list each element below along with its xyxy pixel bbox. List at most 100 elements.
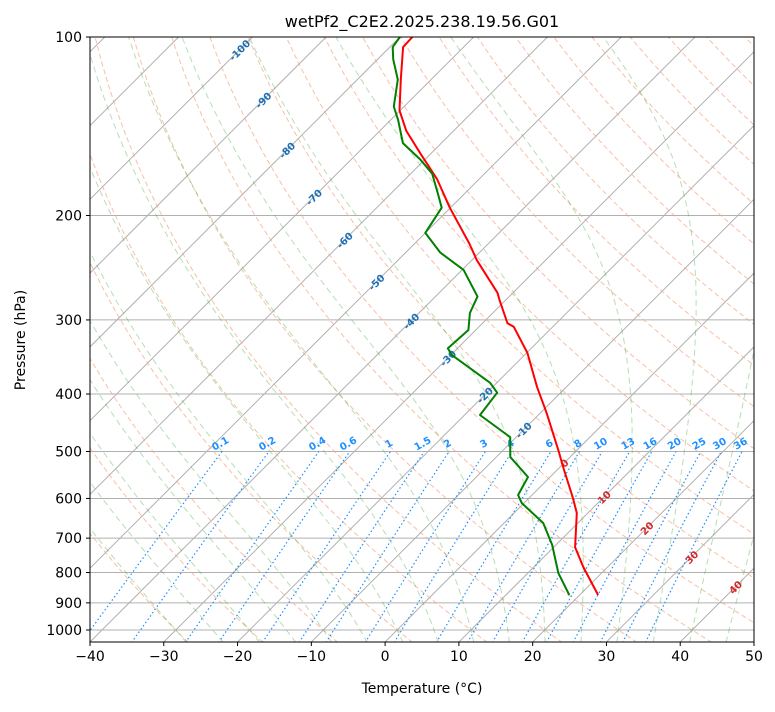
x-tick-label: −40 [75,649,105,665]
isotherm-line [16,37,622,643]
background-lines [0,37,775,643]
mixing-ratio-label: 1.5 [413,435,434,453]
isotherm-label: 20 [639,520,657,538]
y-tick-label: 100 [55,30,82,46]
mixing-ratio-label: 25 [691,436,709,453]
dry-adiabat [0,37,338,643]
mixing-ratio-label: 1 [383,438,395,451]
isotherm-label: -50 [367,273,388,294]
isotherm-label: 10 [596,489,614,507]
moist-adiabat [690,37,775,643]
moist-adiabat [182,37,509,643]
isotherm-line [0,37,474,643]
mixing-ratio-line [326,452,449,643]
isotherm-label: 40 [727,579,745,597]
mixing-ratio-line [436,452,551,643]
mixing-ratio-label: 13 [620,436,638,453]
mixing-ratio-label: 30 [711,436,729,453]
plot-frame [90,37,754,642]
y-tick-label: 1000 [46,623,82,639]
isotherm-line [89,37,695,643]
isotherm-label: -70 [304,188,325,209]
isotherm-line [0,37,326,643]
y-axis-label: Pressure (hPa) [13,290,29,390]
dry-adiabat [707,37,775,643]
x-tick-label: 40 [671,649,689,665]
mixing-ratio-label: 10 [592,436,610,453]
isotherm-line [753,37,775,643]
isotherm-label: -80 [278,141,299,162]
mixing-ratio-line [299,452,424,643]
mixing-ratio-line [623,452,722,643]
x-tick-label: 30 [598,649,616,665]
isotherm-line [385,37,775,643]
isotherm-line [163,37,769,643]
y-tick-label: 800 [55,566,82,582]
isotherm-label: -10 [514,421,535,442]
x-tick-label: 20 [524,649,542,665]
y-tick-label: 400 [55,387,82,403]
dewpoint-profile-line [393,37,570,595]
isotherm-line [0,37,400,643]
dry-adiabat [668,37,775,643]
mixing-ratio-label: 0.4 [307,435,328,453]
dry-adiabat [0,37,263,643]
moist-adiabat [17,37,367,643]
isotherm-label: 30 [684,549,702,567]
mixing-ratio-label: 3 [478,438,490,451]
moist-adiabat [726,37,775,643]
mixing-ratio-label: 6 [544,438,556,451]
y-tick-label: 600 [55,491,82,507]
mixing-ratio-line [600,452,701,643]
isotherm-label: -20 [475,386,496,407]
y-tick-label: 700 [55,531,82,547]
y-tick-label: 900 [55,596,82,612]
moist-adiabat [0,37,223,643]
mixing-ratio-label: 36 [732,436,750,453]
dry-adiabat [554,37,775,643]
temperature-profile-line [400,37,599,595]
y-tick-label: 500 [55,444,82,460]
moist-adiabat [0,37,260,643]
dry-adiabat [19,37,413,643]
dry-adiabat [363,37,775,643]
mixing-ratio-line [573,452,676,643]
mixing-ratio-label: 16 [642,436,660,453]
dry-adiabat [477,37,775,643]
x-tick-label: 10 [450,649,468,665]
dry-adiabat [630,37,775,643]
mixing-ratio-line [81,452,222,643]
isotherm-label: -90 [254,91,275,112]
mixing-ratio-line [468,452,580,643]
mixing-ratio-line [219,452,350,643]
x-tick-label: −10 [297,649,327,665]
dry-adiabat [172,37,713,643]
isotherm-line [311,37,775,643]
isotherm-line [458,37,775,643]
mixing-ratio-label: 0.2 [257,435,278,453]
y-tick-label: 300 [55,313,82,329]
mixing-ratio-label: 0.6 [338,435,359,453]
isotherm-label: -100 [228,38,254,64]
dry-adiabat [592,37,775,643]
x-axis-label: Temperature (°C) [361,681,483,697]
mixing-ratio-line [263,452,391,643]
isotherm-line [0,37,252,643]
mixing-ratio-label: 0.1 [210,435,231,453]
x-tick-label: −30 [149,649,179,665]
moist-adiabat [451,37,632,643]
y-tick-label: 200 [55,209,82,225]
isotherm-label: -40 [402,312,423,333]
dry-adiabat [133,37,637,643]
moist-adiabat [603,37,696,643]
chart-title: wetPf2_C2E2.2025.238.19.56.G01 [285,12,559,32]
mixing-ratio-label: 2 [442,438,454,451]
isotherm-line [532,37,775,643]
isotherm-label: -60 [335,231,356,252]
dry-adiabat [57,37,488,643]
x-tick-label: −20 [223,649,253,665]
x-tick-label: 0 [381,649,390,665]
x-tick-label: 50 [745,649,763,665]
